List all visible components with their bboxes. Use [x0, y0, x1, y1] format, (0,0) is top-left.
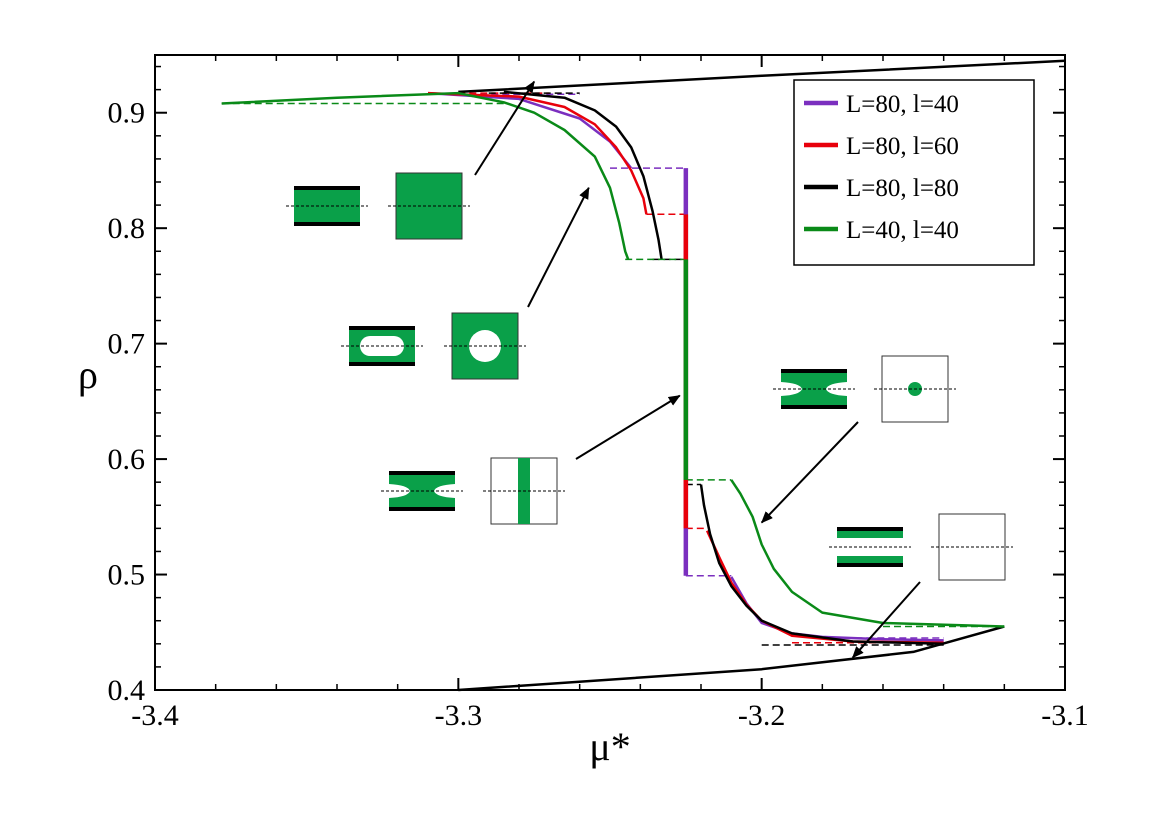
- legend-label: L=80, l=80: [846, 175, 959, 202]
- annotation-stripe: [381, 394, 681, 525]
- upper-branch-line: [221, 91, 630, 260]
- y-tick-label: 0.6: [108, 443, 146, 476]
- wall-bottom: [349, 362, 415, 366]
- bulk-coexistence-line: [458, 625, 1005, 692]
- legend-item: L=80, l=80: [804, 175, 959, 202]
- wall-top: [837, 527, 903, 531]
- wall-top: [294, 186, 360, 190]
- y-axis-title: ρ: [78, 352, 98, 397]
- y-tick-label: 0.7: [108, 328, 146, 361]
- x-tick-label: -3.1: [1041, 699, 1089, 732]
- annotation-arrow: [474, 80, 536, 176]
- legend-box: [793, 79, 1035, 266]
- wall-top: [349, 326, 415, 330]
- annotation-dot: [760, 355, 956, 524]
- bulk-coexistence-line: [458, 59, 1066, 94]
- wall-top: [781, 369, 847, 373]
- wall-bottom: [837, 563, 903, 567]
- wall-bottom: [294, 222, 360, 226]
- upper-branch-line: [427, 91, 648, 215]
- legend: L=80, l=40 L=80, l=60 L=80, l=80 L=40, l=40: [793, 79, 1035, 266]
- y-tick-label: 0.5: [108, 559, 146, 592]
- legend-item: L=40, l=40: [804, 217, 959, 244]
- axes: -3.4 -3.3 -3.2 -3.1 0.4 0.5 0.6 0.7 0.8 0.9: [108, 55, 1089, 732]
- lower-branch-line: [699, 484, 944, 646]
- x-tick-label: -3.3: [435, 699, 483, 732]
- schematic-annotations: [286, 80, 1013, 659]
- annotation-arrow: [575, 394, 681, 460]
- lower-branch-line: [730, 576, 944, 642]
- wall-bottom: [389, 507, 455, 511]
- legend-item: L=80, l=60: [804, 133, 959, 160]
- y-tick-label: 0.8: [108, 212, 146, 245]
- lower-branch-line: [730, 479, 1005, 628]
- annotation-arrow: [851, 581, 921, 659]
- legend-label: L=40, l=40: [846, 217, 959, 244]
- annotation-arrow: [760, 421, 859, 524]
- series-4: [221, 91, 1005, 628]
- legend-item: L=80, l=40: [804, 91, 959, 118]
- plot-content: [221, 59, 1066, 692]
- wall-bottom: [781, 405, 847, 409]
- annotation-full: [286, 80, 536, 240]
- x-tick-label: -3.4: [131, 699, 179, 732]
- x-axis-title: μ*: [589, 724, 630, 769]
- y-tick-label: 0.9: [108, 97, 146, 130]
- legend-label: L=80, l=60: [846, 133, 959, 160]
- slab-film: [837, 531, 903, 538]
- legend-label: L=80, l=40: [846, 91, 959, 118]
- upper-branch-line: [503, 90, 663, 260]
- annotation-empty: [829, 513, 1013, 659]
- plot-frame: [154, 54, 1066, 691]
- wall-top: [389, 471, 455, 475]
- x-tick-label: -3.2: [738, 699, 786, 732]
- slab-film: [837, 556, 903, 563]
- annotation-hole: [341, 186, 590, 380]
- y-tick-label: 0.4: [108, 674, 146, 707]
- annotation-arrow: [527, 186, 590, 308]
